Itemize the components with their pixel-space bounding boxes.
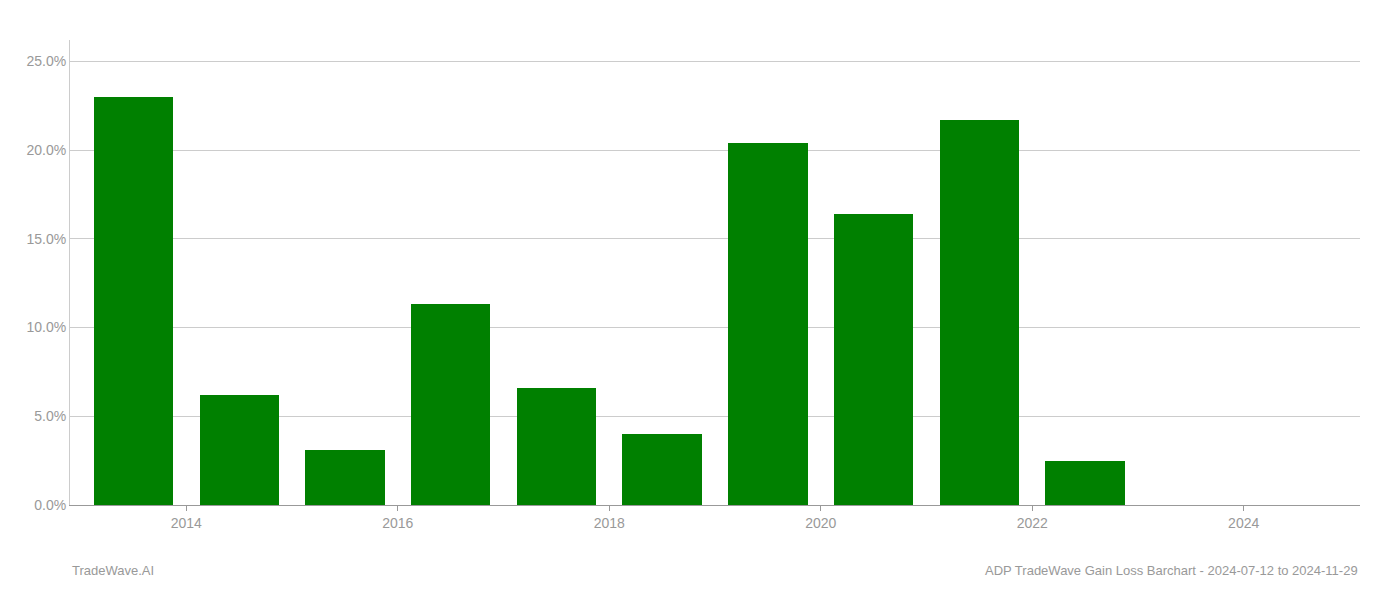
svg-text:25.0%: 25.0% <box>26 53 66 69</box>
svg-text:2020: 2020 <box>805 515 836 531</box>
svg-text:2024: 2024 <box>1228 515 1259 531</box>
svg-text:20.0%: 20.0% <box>26 142 66 158</box>
svg-text:15.0%: 15.0% <box>26 231 66 247</box>
svg-text:0.0%: 0.0% <box>34 497 66 513</box>
svg-text:2022: 2022 <box>1017 515 1048 531</box>
svg-text:TradeWave.AI: TradeWave.AI <box>72 563 154 578</box>
svg-text:5.0%: 5.0% <box>34 408 66 424</box>
svg-text:2016: 2016 <box>382 515 413 531</box>
svg-text:2018: 2018 <box>594 515 625 531</box>
svg-text:2014: 2014 <box>171 515 202 531</box>
svg-text:ADP TradeWave Gain Loss Barcha: ADP TradeWave Gain Loss Barchart - 2024-… <box>985 563 1358 578</box>
svg-text:10.0%: 10.0% <box>26 319 66 335</box>
